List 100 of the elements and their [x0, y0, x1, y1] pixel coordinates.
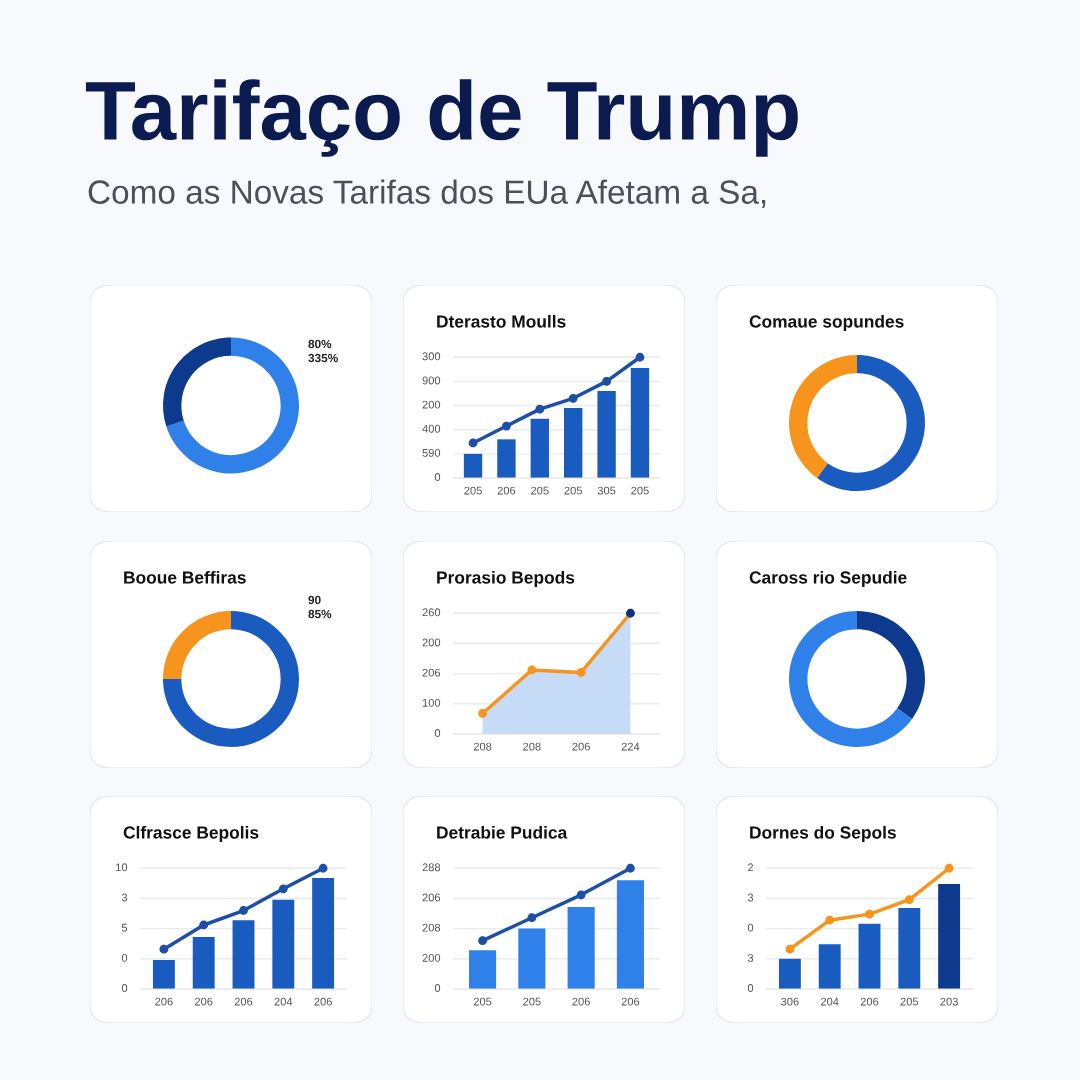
x-tick-label: 205 [564, 486, 582, 495]
text: 90 [308, 595, 321, 605]
text: 5 [121, 923, 128, 932]
bar [469, 950, 497, 989]
bar [938, 883, 961, 989]
bar [630, 368, 650, 478]
point [478, 936, 487, 946]
chart-title: Dterasto Moulls [437, 314, 566, 328]
text: 0 [747, 923, 754, 932]
point [478, 709, 487, 718]
point [576, 890, 586, 900]
text: 0 [434, 984, 441, 992]
text: Como as Novas Tarifas dos EUa Afetam a Sa, [88, 179, 766, 208]
bar [564, 407, 583, 478]
x-tick-label: 203 [940, 997, 958, 1006]
text: 206 [422, 668, 441, 677]
chart-title: Detrabie Pudica [437, 825, 568, 839]
point [568, 393, 578, 403]
x-tick-label: 306 [781, 997, 799, 1006]
text: 200 [422, 953, 441, 962]
bar [778, 958, 801, 989]
bar [858, 923, 881, 989]
point [626, 863, 635, 873]
text: 100 [422, 698, 441, 707]
donut-slice [166, 337, 299, 474]
x-tick-label: 204 [820, 997, 839, 1006]
text: 0 [434, 473, 441, 481]
bar [518, 928, 546, 989]
point [602, 377, 611, 386]
x-tick-label: 208 [473, 742, 492, 751]
point [527, 665, 537, 675]
text: 3 [121, 893, 128, 902]
point [865, 909, 874, 919]
chart-title: Dornes do Sepols [750, 825, 896, 843]
point [159, 944, 169, 954]
x-tick-label: 205 [631, 486, 649, 495]
point [944, 863, 954, 873]
text: 300 [422, 352, 441, 361]
point [239, 906, 248, 915]
x-tick-label: 208 [523, 742, 541, 751]
donut-slice [163, 611, 231, 679]
x-tick-label: 205 [464, 486, 482, 495]
x-tick-label: 204 [274, 997, 293, 1006]
bar [497, 439, 516, 478]
point [502, 421, 511, 431]
x-tick-label: 206 [234, 997, 253, 1006]
x-tick-label: 206 [860, 997, 879, 1006]
x-tick-label: 206 [621, 997, 640, 1006]
bar [530, 418, 549, 478]
point [825, 915, 835, 925]
bar [152, 960, 175, 989]
point [535, 404, 545, 414]
x-tick-label: 206 [194, 997, 213, 1006]
donut-slice [789, 355, 857, 479]
point [199, 920, 209, 930]
bar [232, 920, 255, 989]
donut-slice [163, 337, 231, 427]
donut-slice [163, 611, 299, 747]
bar [597, 391, 616, 478]
text: 200 [422, 638, 441, 647]
text: 206 [422, 893, 441, 902]
point [278, 884, 288, 894]
x-tick-label: 205 [900, 997, 919, 1006]
chart-title: Comaue sopundes [749, 314, 904, 332]
text: 208 [422, 923, 441, 932]
bar [567, 906, 595, 989]
x-tick-label: 206 [572, 742, 590, 751]
donut-slice [817, 355, 925, 491]
x-tick-label: 206 [497, 486, 516, 495]
x-tick-label: 205 [531, 486, 549, 495]
bar [463, 453, 483, 478]
text: 10 [116, 863, 128, 872]
x-tick-label: 206 [572, 997, 590, 1006]
point [635, 352, 645, 362]
text: 590 [422, 448, 441, 457]
text: 3 [747, 893, 754, 902]
donut-slice [857, 611, 925, 719]
x-tick-label: 305 [597, 486, 616, 495]
text: 400 [422, 424, 441, 433]
x-tick-label: 224 [621, 742, 640, 751]
point [785, 944, 795, 954]
chart-title: Caross rio Sepudie [749, 570, 907, 588]
chart-title: Prorasio Bepods [437, 570, 575, 588]
text: Tarifaço de Trump [85, 79, 798, 157]
point [527, 913, 537, 923]
bar [616, 880, 644, 989]
x-tick-label: 205 [523, 997, 541, 1006]
text: 260 [422, 608, 441, 617]
text: 0 [434, 729, 441, 737]
text: 288 [422, 863, 441, 872]
x-tick-label: 206 [155, 997, 173, 1006]
text: 900 [422, 376, 441, 385]
point [468, 438, 478, 448]
bar [192, 937, 215, 989]
chart-title: Booue Beffiras [124, 570, 246, 584]
point [626, 608, 635, 618]
text: 2 [747, 863, 754, 872]
x-tick-label: 205 [473, 997, 492, 1006]
bar [818, 944, 841, 989]
text: 0 [121, 953, 128, 962]
